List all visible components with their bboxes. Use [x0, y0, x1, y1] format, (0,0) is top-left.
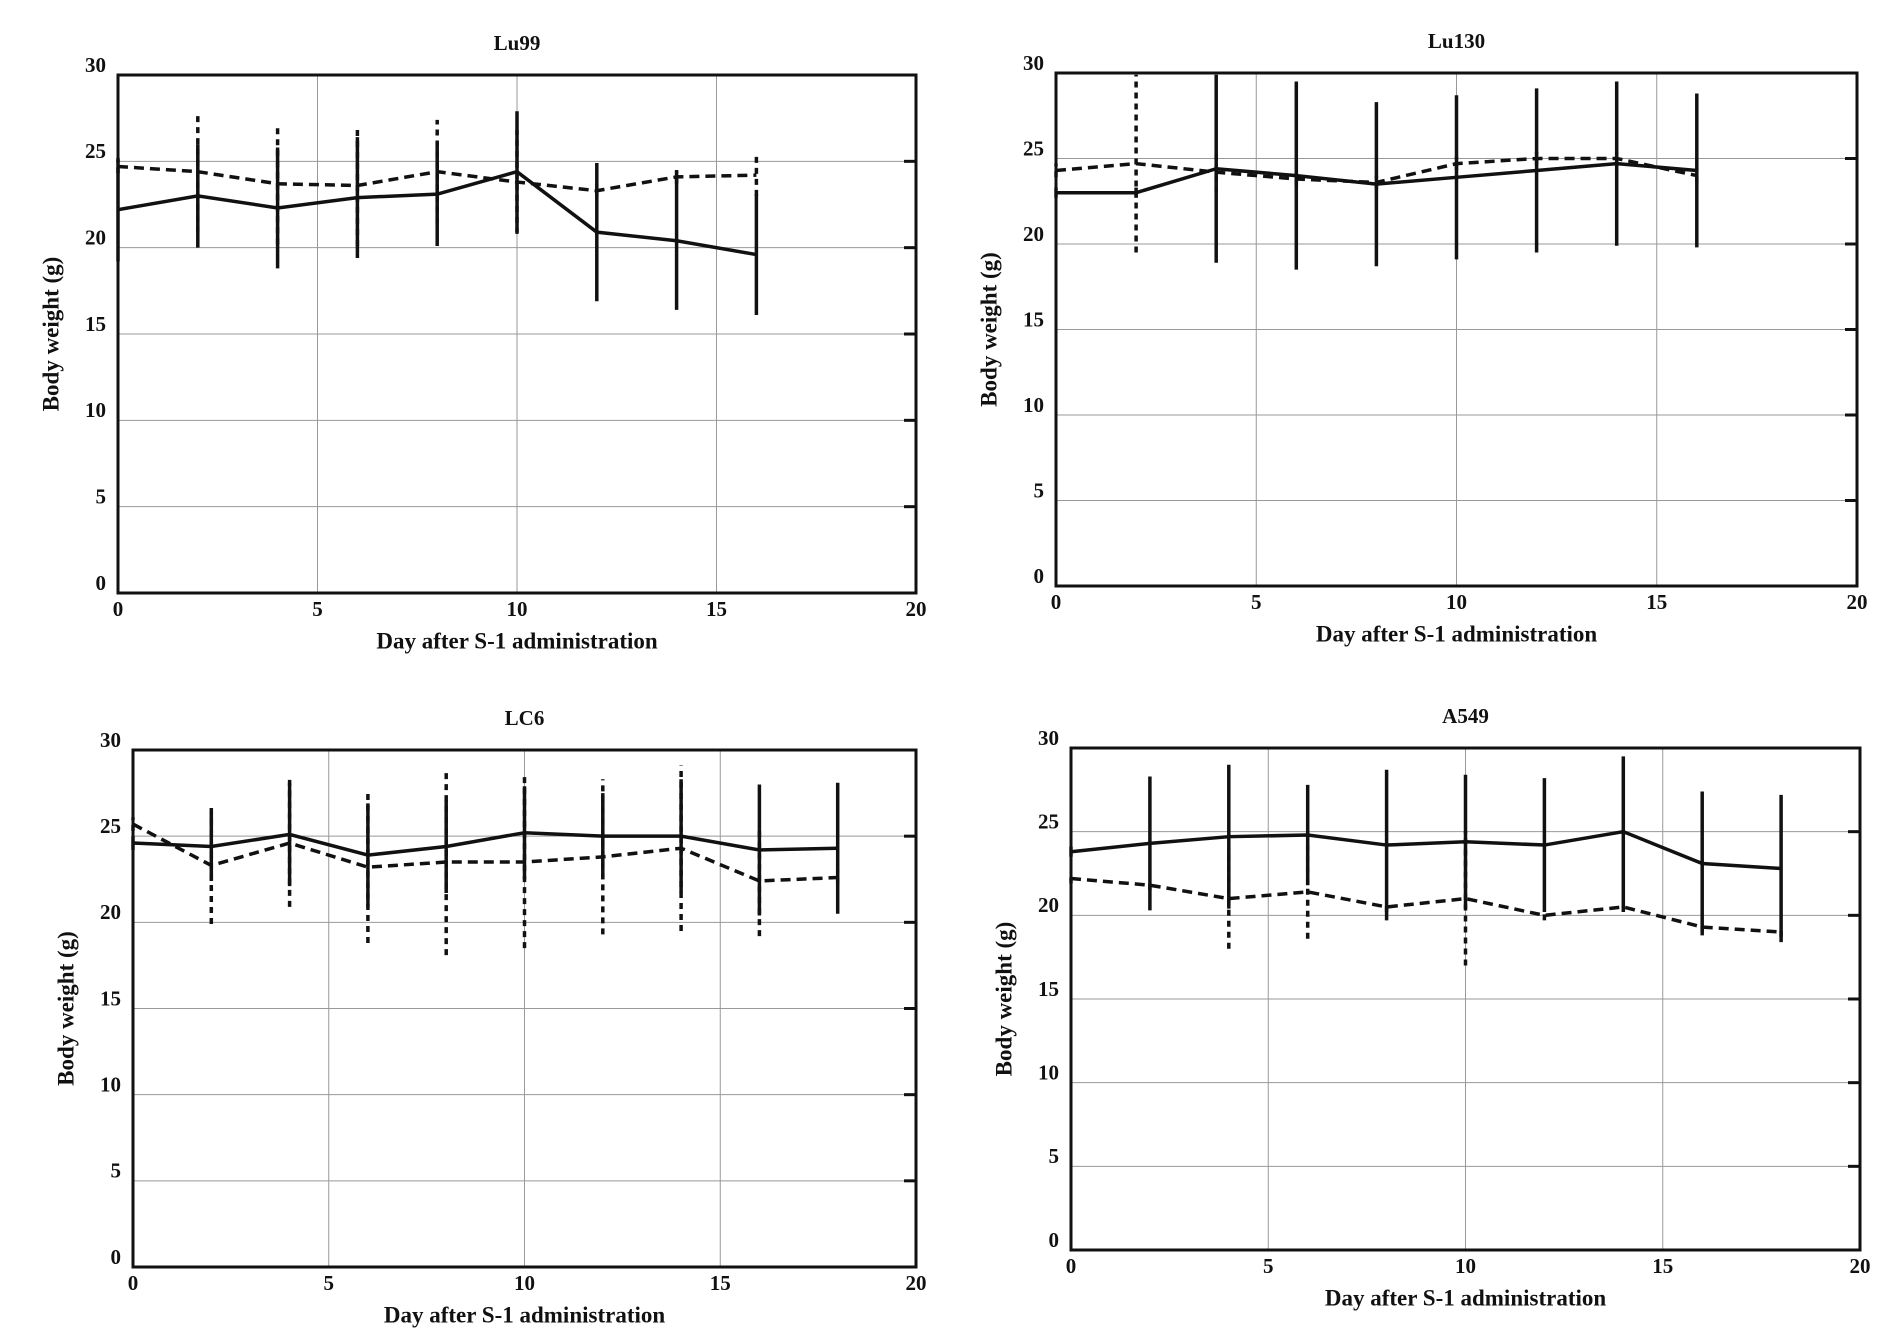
x-tick-label: 5 [1251, 590, 1262, 614]
y-tick-label: 30 [1023, 51, 1044, 75]
y-tick-label: 25 [1023, 136, 1044, 160]
chart-title: LC6 [505, 706, 545, 730]
x-tick-label: 20 [1847, 590, 1868, 614]
y-axis-label: Body weight (g) [38, 257, 63, 412]
data-line [1070, 829, 1782, 871]
data-line [132, 830, 838, 857]
y-tick-label: 30 [100, 728, 121, 752]
x-tick-label: 5 [1263, 1254, 1274, 1278]
data-line [117, 164, 757, 193]
chart-title: A549 [1442, 704, 1489, 728]
plot-frame [1054, 71, 1859, 588]
x-tick-label: 20 [1850, 1254, 1871, 1278]
data-line [132, 822, 838, 883]
y-tick-label: 30 [85, 53, 106, 77]
x-tick-label: 20 [906, 1271, 927, 1295]
y-tick-label: 15 [100, 986, 121, 1010]
y-tick-label: 15 [1038, 977, 1059, 1001]
y-tick-label: 25 [100, 814, 121, 838]
x-tick-label: 10 [507, 597, 528, 621]
x-axis-label: Day after S-1 administration [1325, 1285, 1607, 1310]
y-tick-label: 5 [1034, 478, 1045, 502]
y-tick-label: 10 [1023, 393, 1044, 417]
x-tick-label: 5 [324, 1271, 335, 1295]
x-tick-label: 15 [1646, 590, 1667, 614]
y-tick-label: 20 [85, 225, 106, 249]
y-tick-label: 0 [111, 1245, 122, 1269]
x-axis-label: Day after S-1 administration [376, 628, 658, 653]
x-tick-label: 10 [1446, 590, 1467, 614]
y-tick-label: 10 [85, 398, 106, 422]
x-tick-label: 5 [312, 597, 323, 621]
x-tick-label: 15 [710, 1271, 731, 1295]
x-tick-label: 0 [1051, 590, 1062, 614]
chart-title: Lu99 [494, 31, 541, 55]
y-axis-label: Body weight (g) [991, 922, 1016, 1077]
y-tick-label: 20 [100, 900, 121, 924]
y-tick-label: 25 [1038, 809, 1059, 833]
y-tick-label: 25 [85, 139, 106, 163]
y-tick-label: 10 [1038, 1060, 1059, 1084]
x-tick-label: 10 [1455, 1254, 1476, 1278]
x-tick-label: 0 [113, 597, 124, 621]
x-axis-label: Day after S-1 administration [1316, 621, 1598, 646]
data-line [1070, 876, 1782, 934]
y-tick-label: 5 [111, 1159, 122, 1183]
y-tick-label: 0 [1049, 1228, 1060, 1252]
x-tick-label: 10 [514, 1271, 535, 1295]
y-tick-label: 15 [85, 312, 106, 336]
x-tick-label: 0 [128, 1271, 139, 1295]
chart-title: Lu130 [1428, 29, 1485, 53]
x-tick-label: 15 [706, 597, 727, 621]
y-axis-label: Body weight (g) [53, 931, 78, 1086]
plot-frame [1069, 746, 1862, 1252]
y-tick-label: 0 [96, 571, 107, 595]
y-axis-label: Body weight (g) [976, 252, 1001, 407]
y-tick-label: 5 [96, 484, 107, 508]
y-tick-label: 20 [1023, 222, 1044, 246]
y-tick-label: 5 [1049, 1144, 1060, 1168]
x-tick-label: 15 [1652, 1254, 1673, 1278]
y-tick-label: 0 [1034, 564, 1045, 588]
x-tick-label: 20 [906, 597, 927, 621]
y-tick-label: 30 [1038, 726, 1059, 750]
x-axis-label: Day after S-1 administration [384, 1302, 666, 1327]
x-tick-label: 0 [1066, 1254, 1077, 1278]
plot-frame [131, 748, 918, 1269]
y-tick-label: 20 [1038, 893, 1059, 917]
y-tick-label: 15 [1023, 307, 1044, 331]
data-line [1055, 156, 1698, 185]
plot-frame [116, 73, 918, 595]
y-tick-label: 10 [100, 1072, 121, 1096]
